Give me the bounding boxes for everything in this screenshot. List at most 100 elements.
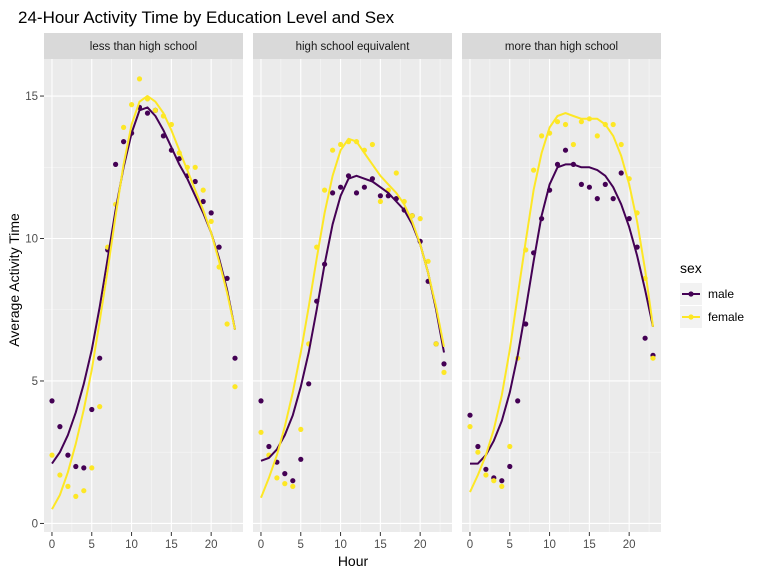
- data-point-male: [290, 478, 296, 484]
- data-point-female: [594, 133, 600, 139]
- data-point-female: [377, 198, 383, 205]
- data-point-female: [491, 478, 497, 484]
- x-tick-label: 10: [125, 539, 138, 551]
- x-tick-label: 10: [334, 539, 347, 551]
- data-point-female: [338, 141, 344, 148]
- data-point-male: [338, 184, 344, 190]
- data-point-male: [507, 463, 513, 470]
- data-point-female: [433, 341, 439, 347]
- legend-key-point: [688, 291, 694, 297]
- data-point-male: [57, 424, 63, 430]
- data-point-male: [208, 210, 214, 216]
- data-point-male: [353, 190, 360, 196]
- data-point-female: [475, 449, 481, 455]
- data-point-male: [192, 178, 198, 185]
- data-point-female: [330, 147, 336, 153]
- data-point-female: [483, 472, 489, 478]
- legend-label-male: male: [708, 287, 734, 301]
- data-point-female: [531, 167, 537, 173]
- data-point-female: [539, 133, 545, 139]
- data-point-female: [192, 164, 198, 170]
- data-point-male: [81, 465, 87, 471]
- data-point-female: [152, 107, 158, 113]
- legend: sex male female: [680, 260, 744, 328]
- data-point-female: [81, 488, 87, 494]
- data-point-male: [610, 196, 616, 202]
- data-point-male: [515, 398, 521, 404]
- facet-strip-label: less than high school: [90, 41, 197, 53]
- data-point-female: [57, 472, 63, 478]
- data-point-female: [65, 483, 71, 489]
- panel-background: [44, 59, 243, 532]
- smooth-line-female: [469, 112, 654, 493]
- data-point-female: [89, 465, 95, 471]
- y-tick-label: 0: [32, 518, 38, 530]
- data-point-male: [377, 193, 383, 199]
- x-tick-label: 5: [298, 539, 304, 551]
- panel-background: [253, 59, 452, 532]
- data-point-male: [89, 406, 95, 413]
- smooth-line-male: [470, 163, 654, 465]
- x-axis-title: Hour: [338, 553, 369, 569]
- data-point-female: [441, 369, 447, 375]
- x-tick-label: 20: [623, 539, 636, 551]
- x-tick-label: 20: [205, 539, 218, 551]
- data-point-female: [393, 170, 399, 176]
- data-point-male: [626, 216, 632, 222]
- data-point-male: [562, 147, 569, 153]
- data-point-female: [208, 218, 214, 224]
- data-point-female: [369, 141, 375, 148]
- data-point-female: [136, 76, 143, 82]
- facet-strip: [253, 33, 452, 59]
- y-axis-title: Average Activity Time: [6, 213, 22, 347]
- legend-entries: male female: [680, 283, 744, 328]
- data-point-male: [306, 381, 312, 387]
- data-point-female: [258, 429, 264, 435]
- data-point-female: [129, 102, 135, 108]
- y-tick-label: 5: [32, 376, 38, 388]
- data-point-male: [483, 466, 489, 472]
- x-tick-label: 0: [258, 539, 264, 551]
- data-point-male: [200, 198, 206, 205]
- data-point-female: [507, 443, 513, 450]
- x-tick-label: 5: [89, 539, 95, 551]
- data-point-female: [425, 258, 431, 264]
- data-point-male: [266, 443, 272, 450]
- data-point-female: [232, 384, 238, 390]
- chart-title: 24-Hour Activity Time by Education Level…: [18, 8, 395, 27]
- data-point-male: [216, 244, 222, 250]
- data-point-male: [282, 471, 288, 477]
- data-point-female: [570, 141, 577, 148]
- facet-panel: high school equivalent 0 5 10 15 20: [253, 33, 452, 551]
- data-point-male: [361, 184, 367, 190]
- data-point-female: [467, 424, 473, 430]
- data-point-female: [499, 483, 505, 489]
- data-point-female: [618, 141, 624, 148]
- data-point-male: [475, 443, 481, 450]
- x-tick-label: 10: [543, 539, 556, 551]
- data-point-male: [144, 110, 151, 116]
- data-point-female: [282, 481, 288, 487]
- panel-background: [462, 59, 661, 532]
- data-point-male: [97, 355, 103, 361]
- y-tick-label: 15: [25, 91, 38, 103]
- smooth-line-female: [51, 95, 236, 510]
- data-point-female: [417, 216, 423, 222]
- data-point-female: [121, 124, 127, 130]
- data-point-male: [232, 355, 238, 361]
- data-point-male: [554, 161, 561, 167]
- data-point-female: [73, 493, 79, 499]
- data-point-male: [113, 161, 119, 167]
- x-tick-label: 0: [49, 539, 55, 551]
- data-point-male: [330, 190, 336, 196]
- data-point-female: [578, 119, 585, 125]
- facet-panel: less than high school 0 5 10 15 20 0 5 10 15: [25, 33, 243, 551]
- data-point-female: [322, 187, 328, 193]
- data-point-male: [49, 398, 55, 404]
- x-tick-label: 20: [414, 539, 427, 551]
- legend-label-female: female: [708, 310, 744, 324]
- data-point-male: [65, 452, 71, 458]
- data-point-female: [650, 355, 656, 361]
